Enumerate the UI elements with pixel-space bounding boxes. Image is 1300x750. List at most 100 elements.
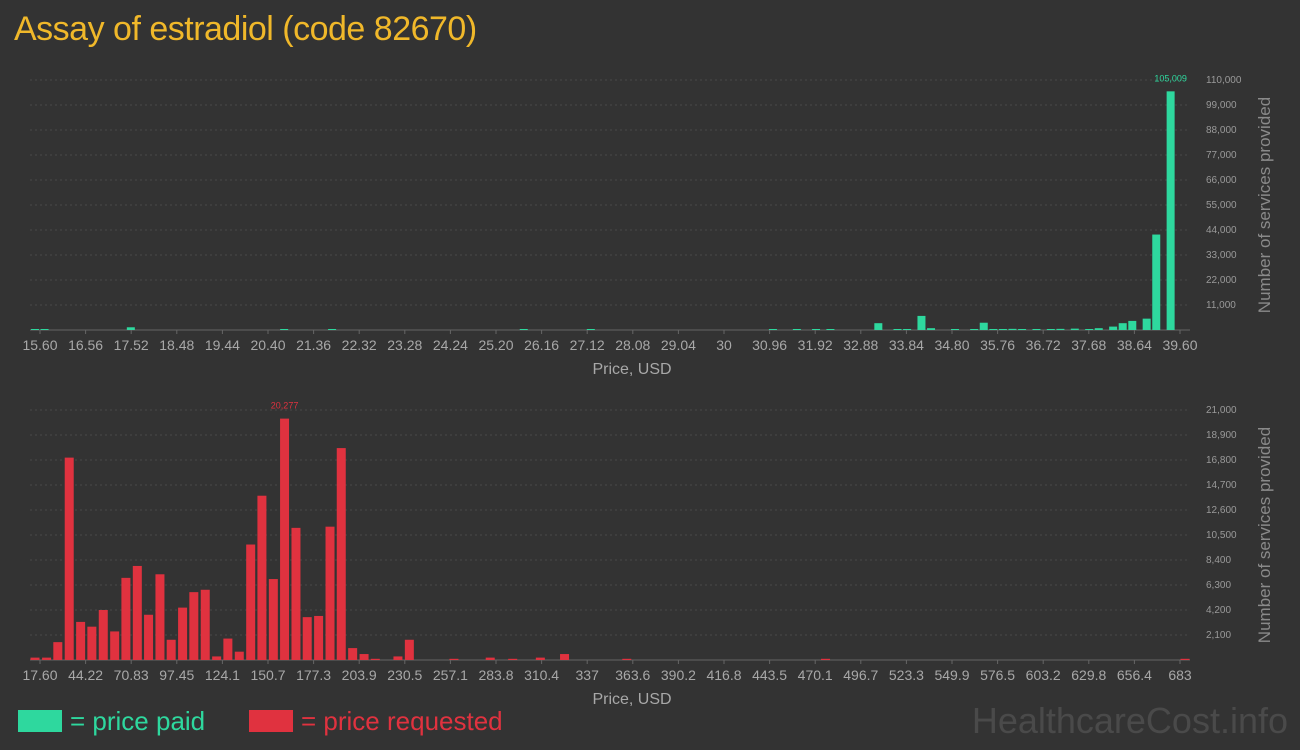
requested-x-tick-label: 683 xyxy=(1168,667,1192,683)
requested-y-tick-label: 8,400 xyxy=(1206,555,1231,566)
paid-bar xyxy=(1166,91,1175,330)
paid-x-tick-label: 19.44 xyxy=(205,337,240,353)
requested-x-tick-label: 97.45 xyxy=(159,667,194,683)
requested-bar xyxy=(64,457,74,660)
paid-x-tick-label: 26.16 xyxy=(524,337,559,353)
paid-x-tick-label: 33.84 xyxy=(889,337,924,353)
paid-y-tick-label: 22,000 xyxy=(1206,275,1237,286)
requested-y-tick-label: 6,300 xyxy=(1206,580,1231,591)
requested-y-tick-label: 14,700 xyxy=(1206,480,1237,491)
requested-x-tick-label: 70.83 xyxy=(114,667,149,683)
paid-bar xyxy=(126,327,135,330)
paid-bar xyxy=(1109,326,1118,330)
paid-peak-label: 105,009 xyxy=(1154,73,1187,83)
requested-bar xyxy=(200,589,210,660)
requested-bar xyxy=(212,656,222,660)
paid-y-tick-label: 66,000 xyxy=(1206,175,1237,186)
paid-bar xyxy=(1046,329,1055,330)
paid-bar xyxy=(1056,328,1065,330)
requested-peak-label: 20,277 xyxy=(271,401,299,411)
paid-bar xyxy=(1142,318,1151,330)
paid-bar xyxy=(280,329,289,330)
requested-y-tick-label: 10,500 xyxy=(1206,530,1237,541)
requested-bar xyxy=(370,658,380,660)
paid-bar xyxy=(927,328,936,330)
paid-x-tick-label: 21.36 xyxy=(296,337,331,353)
requested-x-tick-label: 283.8 xyxy=(478,667,513,683)
paid-x-tick-label: 28.08 xyxy=(615,337,650,353)
paid-bar xyxy=(951,329,959,330)
requested-bar xyxy=(257,495,267,660)
requested-bar xyxy=(449,658,459,660)
paid-bar xyxy=(586,329,595,330)
paid-x-tick-label: 39.60 xyxy=(1162,337,1197,353)
requested-x-tick-label: 470.1 xyxy=(798,667,833,683)
requested-x-tick-label: 576.5 xyxy=(980,667,1015,683)
paid-x-tick-label: 16.56 xyxy=(68,337,103,353)
requested-x-tick-label: 629.8 xyxy=(1071,667,1106,683)
paid-bar xyxy=(792,329,801,330)
paid-bar xyxy=(1128,320,1137,330)
paid-x-tick-label: 17.52 xyxy=(114,337,149,353)
requested-y-tick-label: 4,200 xyxy=(1206,605,1231,616)
requested-x-axis-label: Price, USD xyxy=(592,691,671,708)
paid-y-tick-label: 55,000 xyxy=(1206,200,1237,211)
requested-bar xyxy=(132,565,142,660)
paid-x-tick-label: 34.80 xyxy=(934,337,969,353)
requested-bar xyxy=(42,657,52,660)
paid-x-tick-label: 18.48 xyxy=(159,337,194,353)
paid-x-tick-label: 29.04 xyxy=(661,337,696,353)
paid-bar xyxy=(874,323,883,330)
requested-x-tick-label: 17.60 xyxy=(22,667,57,683)
requested-y-tick-label: 18,900 xyxy=(1206,430,1237,441)
requested-x-tick-label: 203.9 xyxy=(342,667,377,683)
legend-price-requested: = price requested xyxy=(249,703,503,739)
paid-bar xyxy=(1070,328,1079,330)
paid-y-tick-label: 99,000 xyxy=(1206,100,1237,111)
requested-x-tick-label: 150.7 xyxy=(250,667,285,683)
requested-x-tick-label: 44.22 xyxy=(68,667,103,683)
paid-x-tick-label: 23.28 xyxy=(387,337,422,353)
legend-label-requested: = price requested xyxy=(301,705,503,736)
requested-bar xyxy=(485,657,495,660)
paid-bar xyxy=(1118,323,1127,330)
requested-y-tick-label: 21,000 xyxy=(1206,405,1237,416)
requested-bar xyxy=(30,657,40,660)
requested-x-tick-label: 310.4 xyxy=(524,667,559,683)
legend-swatch-requested xyxy=(249,710,293,732)
paid-x-tick-label: 32.88 xyxy=(843,337,878,353)
paid-bar xyxy=(31,329,39,330)
paid-x-tick-label: 27.12 xyxy=(570,337,605,353)
requested-bar xyxy=(622,658,632,660)
paid-x-tick-label: 22.32 xyxy=(342,337,377,353)
requested-bar xyxy=(189,592,199,660)
paid-bar xyxy=(519,329,528,330)
requested-bar xyxy=(76,621,86,660)
requested-y-axis-label: Number of services provided xyxy=(1255,427,1274,643)
requested-y-tick-label: 2,100 xyxy=(1206,630,1231,641)
requested-bar xyxy=(821,658,831,660)
requested-bar xyxy=(246,544,256,660)
requested-bar xyxy=(144,614,154,660)
watermark: HealthcareCost.info xyxy=(971,700,1288,741)
requested-x-tick-label: 257.1 xyxy=(433,667,468,683)
requested-x-tick-label: 337 xyxy=(576,667,600,683)
requested-bar xyxy=(508,658,518,660)
paid-y-tick-label: 110,000 xyxy=(1206,75,1242,86)
paid-x-tick-label: 36.72 xyxy=(1026,337,1061,353)
requested-x-tick-label: 363.6 xyxy=(615,667,650,683)
paid-bar xyxy=(768,329,777,330)
paid-y-tick-label: 33,000 xyxy=(1206,250,1237,261)
requested-bar xyxy=(166,639,176,660)
paid-bar xyxy=(1008,328,1017,330)
paid-bar xyxy=(1018,329,1027,330)
requested-x-tick-label: 443.5 xyxy=(752,667,787,683)
legend-label-paid: = price paid xyxy=(70,705,206,736)
paid-y-tick-label: 88,000 xyxy=(1206,125,1237,136)
requested-bar xyxy=(393,656,403,660)
paid-x-tick-label: 24.24 xyxy=(433,337,468,353)
requested-bar xyxy=(336,448,346,660)
paid-x-tick-label: 15.60 xyxy=(22,337,57,353)
requested-bar xyxy=(1180,658,1190,660)
